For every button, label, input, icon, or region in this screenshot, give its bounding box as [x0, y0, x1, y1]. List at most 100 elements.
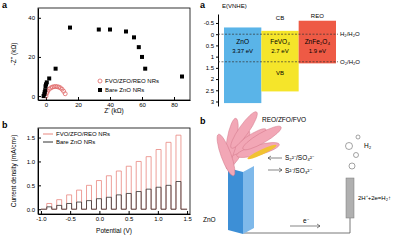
bubble	[356, 135, 360, 139]
data-point	[124, 29, 128, 33]
y-axis-tick: 1.0	[27, 159, 41, 165]
x-axis-tick-label: 1.5	[183, 216, 192, 222]
photocurrent-panel: -1.0-0.50.00.51.01.50.00.51.01.5FVO/ZFO/…	[2, 120, 192, 235]
band-panel: -0.500.511.522.53H₂/H₂OO₂/H₂OZnO3.37 eVF…	[200, 0, 360, 107]
y-axis-tick-label: 1	[211, 54, 215, 60]
band-bar	[299, 21, 336, 64]
y-axis-tick: 0.5	[206, 43, 218, 49]
data-point	[47, 76, 51, 80]
y-axis-tick: 0	[32, 94, 41, 100]
x-axis-tick-label: 1.0	[154, 216, 163, 222]
band-bar	[224, 27, 261, 103]
level-label: H₂/H₂O	[340, 31, 360, 37]
x-axis-tick-mark	[129, 211, 130, 214]
y-axis-tick-mark	[216, 79, 218, 80]
y-axis-tick-mark	[216, 57, 218, 58]
panel-label: b	[200, 116, 206, 126]
y-axis-tick-label: 1.5	[27, 135, 36, 141]
y-axis-tick: 2.5	[206, 88, 218, 94]
y-axis-tick-mark	[216, 68, 218, 69]
y-axis-tick: 3	[211, 99, 218, 105]
gap-label: 1.9 eV	[309, 48, 326, 54]
top-label: REO	[311, 13, 324, 19]
panel-label: a	[200, 0, 206, 10]
y-axis-tick-mark	[216, 90, 218, 91]
y-axis-tick-mark	[38, 96, 41, 97]
data-point	[45, 80, 49, 84]
plot-frame	[38, 8, 190, 100]
x-axis-tick: -1.0	[36, 211, 47, 222]
data-point	[132, 35, 136, 39]
x-axis-tick: 20	[75, 97, 82, 108]
reductant-label: S²⁻/SO₃²⁻	[285, 167, 312, 174]
y-axis-tick: 2	[211, 76, 218, 82]
points	[42, 26, 184, 99]
data-point	[137, 45, 141, 49]
x-axis-tick: 80	[171, 97, 178, 108]
reference-level	[218, 34, 338, 35]
y-axis-tick: 1.5	[206, 65, 218, 71]
x-axis-tick-label: 80	[171, 102, 178, 108]
petal	[227, 109, 260, 151]
legend-swatch	[43, 142, 53, 143]
material-label: FeVO₄	[270, 38, 290, 45]
y-axis-tick-mark	[216, 34, 218, 35]
x-axis-tick: 0	[45, 97, 49, 108]
y-axis-tick-label: 1.5	[206, 65, 215, 71]
y-axis-tick-mark	[38, 18, 41, 19]
y-axis-tick-label: 20	[28, 54, 35, 60]
zno-side	[243, 166, 254, 234]
y-axis-title: Current density (mA/cm²)	[10, 135, 18, 208]
gas-label: H₂	[364, 142, 372, 149]
y-axis-tick-label: 0.5	[206, 43, 215, 49]
x-axis-tick: 1.5	[183, 211, 192, 222]
zno-front	[228, 168, 243, 234]
reference-level	[218, 61, 338, 62]
data-point	[143, 67, 147, 71]
y-axis-title: E(VNHE)	[222, 3, 247, 9]
y-axis-tick: -0.5	[204, 20, 218, 26]
y-axis-tick-label: 0.0	[27, 207, 36, 213]
wire	[243, 218, 350, 233]
bubble	[349, 163, 355, 169]
electron-label: e⁻	[303, 217, 309, 224]
x-axis-tick: 1.0	[154, 211, 163, 222]
x-axis-tick-label: 0.5	[125, 216, 134, 222]
substrate-label: ZnO	[203, 216, 216, 223]
x-axis-tick-label: 0	[45, 102, 49, 108]
y-axis-tick-label: 1.0	[27, 159, 36, 165]
data-point	[68, 26, 72, 30]
data-point	[54, 67, 58, 71]
x-axis-tick: 0.5	[125, 211, 134, 222]
cb-label: CB	[276, 15, 284, 21]
legend-marker	[98, 79, 102, 83]
y-axis-tick: 40	[28, 15, 41, 21]
plot-frame	[38, 128, 190, 214]
y-axis-tick-mark	[38, 185, 41, 186]
x-axis-tick-label: 60	[139, 102, 146, 108]
x-axis: -1.0-0.50.00.51.01.5	[36, 211, 192, 222]
y-axis-line	[38, 129, 39, 215]
x-axis-tick-mark	[110, 97, 111, 100]
band-bar	[261, 31, 298, 92]
data-point	[108, 28, 112, 32]
y-axis-tick-mark	[38, 209, 41, 210]
x-axis-line	[39, 100, 191, 101]
y-axis-tick-mark	[216, 45, 218, 46]
schematic-panel: bREO/ZFO/FVOS₂²⁻/SO₄²⁻S²⁻/SO₃²⁻H₂2H⁺+2e=…	[200, 109, 391, 234]
oxidant-label: S₂²⁻/SO₄²⁻	[285, 154, 314, 161]
y-axis-tick-label: 0	[32, 94, 36, 100]
figure: 02040608002040FVO/ZFO/REO NRsBare ZnO NR…	[0, 0, 399, 239]
data-point	[180, 75, 184, 79]
y-axis-tick-mark	[38, 161, 41, 162]
gap-label: 3.37 eV	[232, 48, 253, 54]
arrow	[268, 168, 282, 172]
y-axis: 0.00.51.01.5	[27, 129, 41, 215]
bubble	[354, 153, 359, 158]
panel-label: a	[2, 0, 8, 10]
y-axis-tick: 1.5	[27, 135, 41, 141]
y-axis-tick-label: 3	[211, 99, 215, 105]
data-point	[63, 92, 67, 96]
legend: FVO/ZFO/REO NRsBare ZnO NRs	[98, 78, 159, 93]
y-axis-title: -Z'' (kΩ)	[10, 43, 18, 66]
